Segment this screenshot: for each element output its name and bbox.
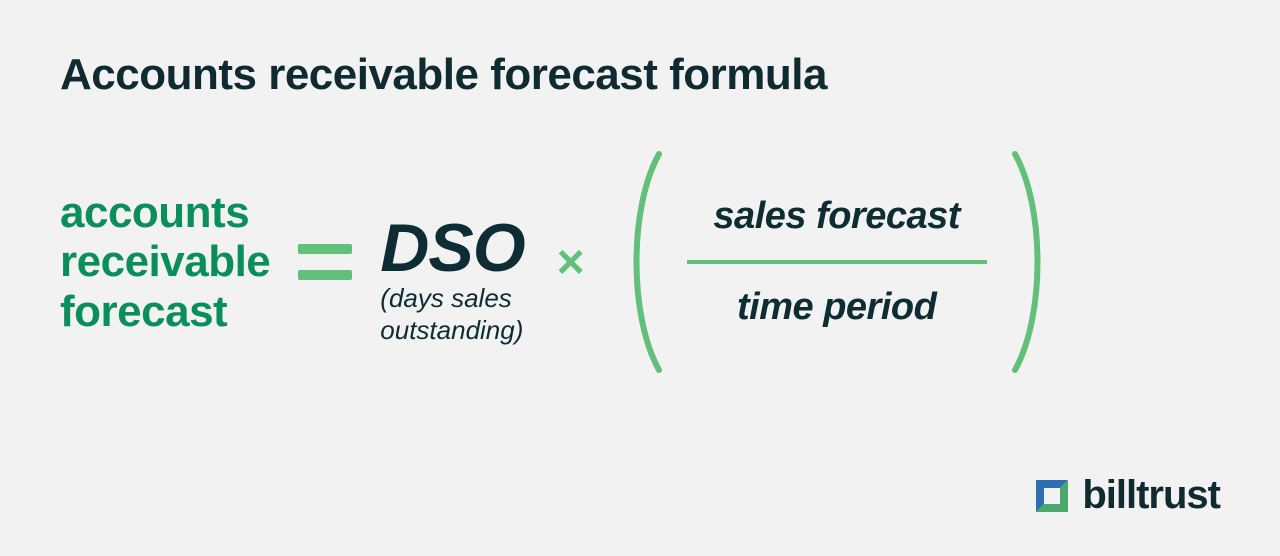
dso-expansion-line-2: outstanding)	[380, 316, 524, 346]
formula-lhs: accounts receivable forecast	[60, 188, 270, 336]
brand-name: billtrust	[1082, 473, 1220, 518]
dso-expansion-line-1: (days sales	[380, 284, 524, 314]
formula-row: accounts receivable forecast DSO (days s…	[60, 148, 1220, 376]
brand-lockup: billtrust	[1034, 473, 1220, 518]
equals-bar-bottom	[298, 270, 352, 280]
paren-group: sales forecast time period	[617, 148, 1057, 376]
lhs-line-2: receivable	[60, 237, 270, 286]
fraction-line	[687, 260, 987, 264]
dso-term: DSO (days sales outstanding)	[380, 214, 524, 346]
multiply-sign: ×	[557, 235, 585, 290]
fraction-numerator: sales forecast	[713, 195, 960, 238]
page-title: Accounts receivable forecast formula	[60, 50, 1220, 100]
fraction: sales forecast time period	[669, 195, 1005, 329]
lhs-line-1: accounts	[60, 188, 270, 237]
paren-right-icon	[1005, 148, 1057, 376]
fraction-denominator: time period	[737, 286, 936, 329]
equals-bar-top	[298, 244, 352, 254]
brand-logo-icon	[1034, 478, 1070, 514]
equals-sign	[298, 244, 352, 280]
paren-left-icon	[617, 148, 669, 376]
dso-abbrev: DSO	[380, 214, 524, 282]
lhs-line-3: forecast	[60, 287, 270, 336]
